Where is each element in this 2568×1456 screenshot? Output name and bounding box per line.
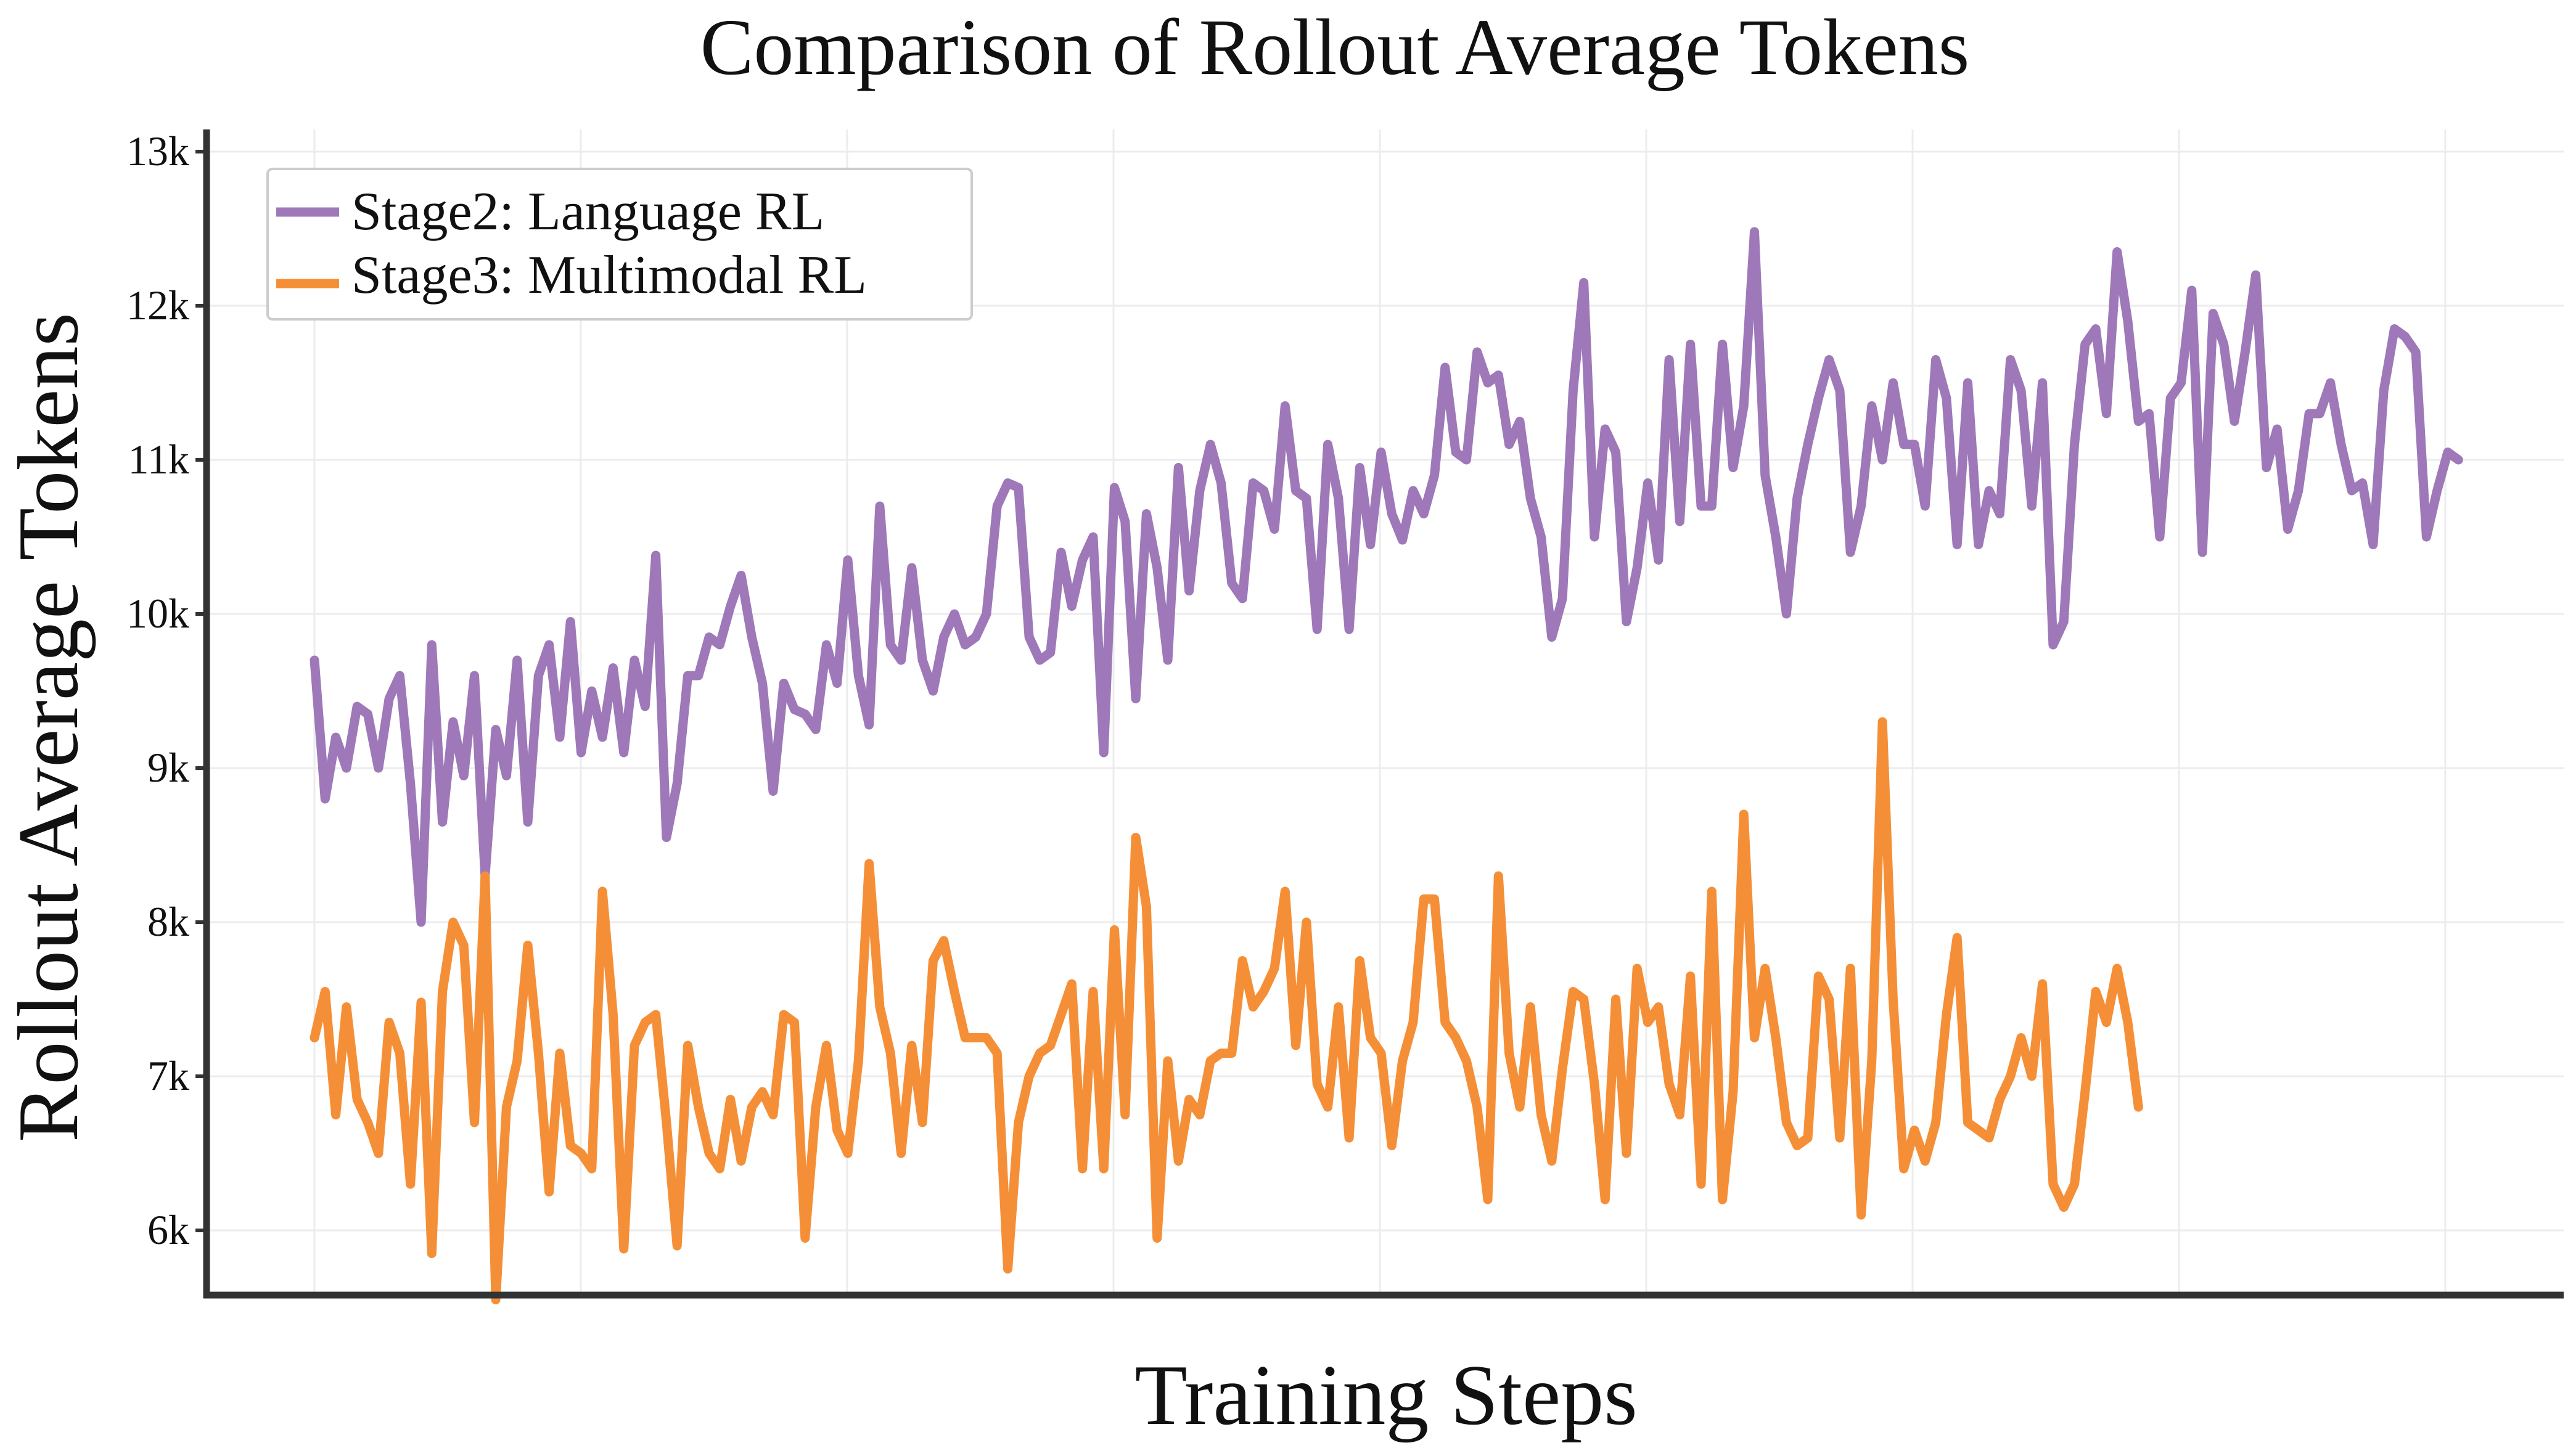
- y-tick-label: 6k: [147, 1206, 189, 1253]
- legend-box: [266, 168, 973, 321]
- y-tick-label: 9k: [147, 744, 189, 791]
- y-tick-label: 12k: [126, 282, 189, 329]
- legend-label-stage3: Stage3: Multimodal RL: [351, 245, 867, 305]
- y-tick-label: 8k: [147, 898, 189, 945]
- y-axis-ticks: 6k 7k 8k 9k 10k 11k 12k 13k: [126, 128, 207, 1253]
- series-lines: [310, 227, 2463, 1304]
- series-line-stage2-language-rl: [310, 227, 2463, 927]
- y-tick-label: 11k: [128, 436, 189, 483]
- y-axis-label: Rollout Average Tokens: [1, 313, 96, 1142]
- legend: Stage2: Language RL Stage3: Multimodal R…: [266, 168, 973, 321]
- chart-title: Comparison of Rollout Average Tokens: [700, 3, 1970, 92]
- y-tick-label: 10k: [126, 590, 189, 637]
- y-tick-label: 7k: [147, 1052, 189, 1099]
- x-axis-label: Training Steps: [1134, 1348, 1638, 1443]
- legend-label-stage2: Stage2: Language RL: [351, 182, 824, 242]
- y-tick-label: 13k: [126, 128, 189, 174]
- series-line-stage3-multimodal-rl: [310, 717, 2143, 1304]
